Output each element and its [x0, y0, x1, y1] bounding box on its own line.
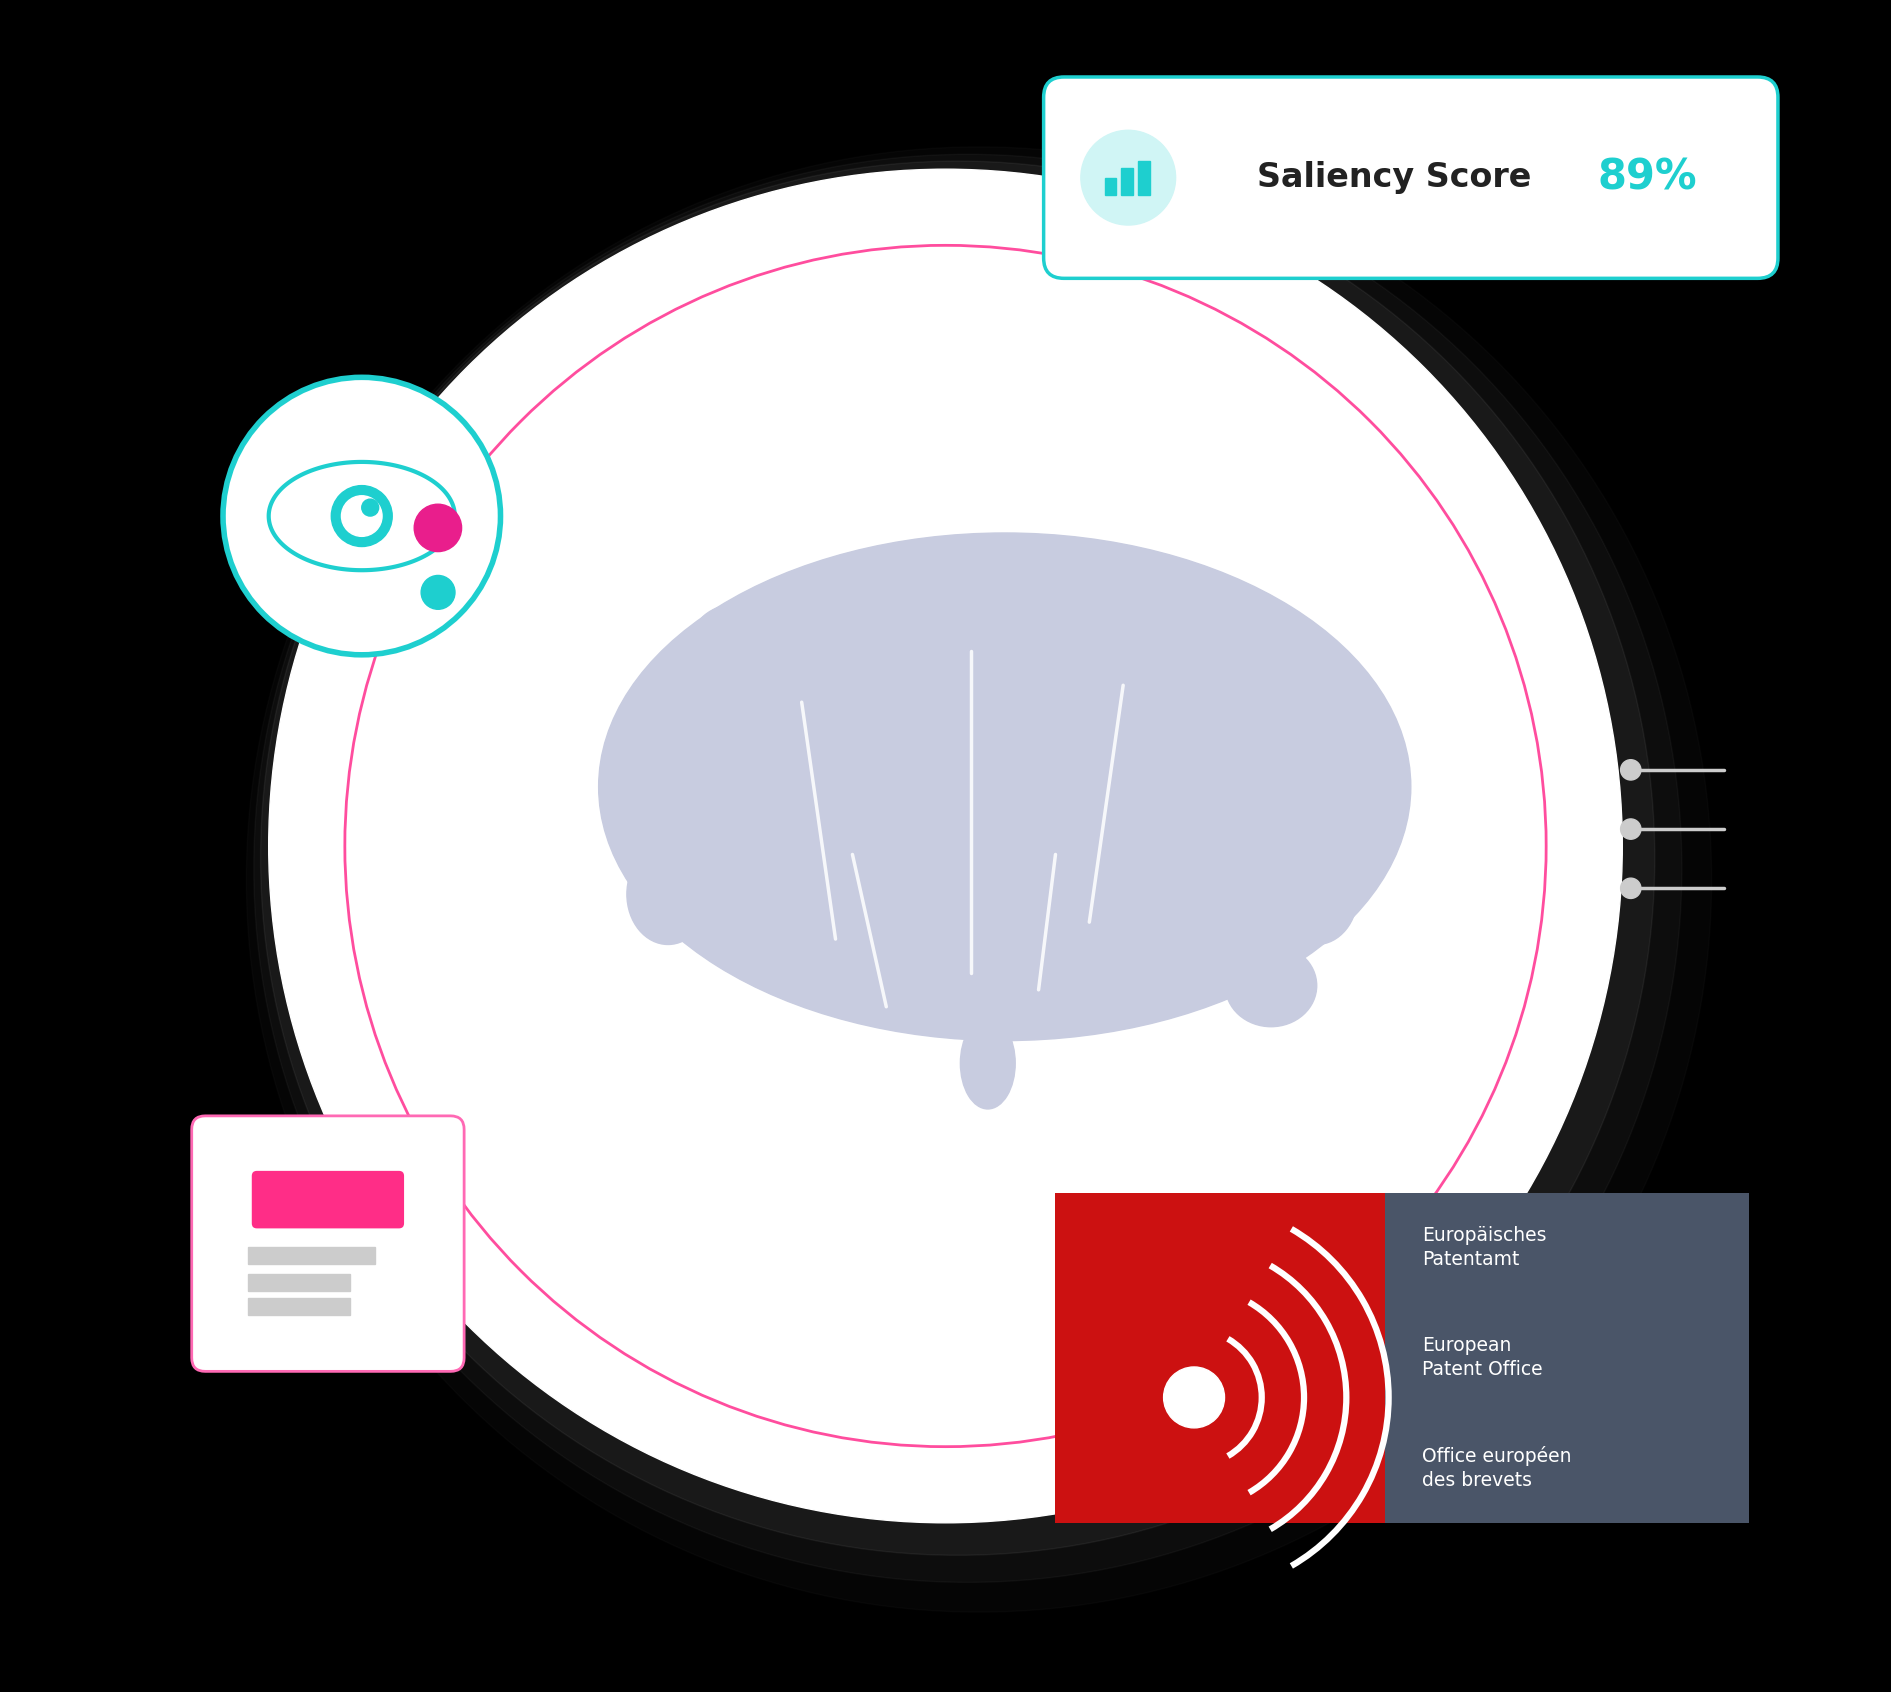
Circle shape [342, 496, 382, 536]
Bar [248, 1247, 374, 1264]
Bar [1121, 168, 1133, 195]
Ellipse shape [690, 604, 783, 682]
Circle shape [261, 161, 1655, 1555]
Ellipse shape [1080, 567, 1171, 645]
Circle shape [223, 377, 501, 655]
Circle shape [269, 169, 1622, 1523]
Bar [1138, 161, 1150, 195]
Ellipse shape [1225, 944, 1316, 1027]
Circle shape [414, 504, 461, 552]
Text: Europäisches
Patentamt: Europäisches Patentamt [1422, 1227, 1547, 1269]
Ellipse shape [1276, 844, 1358, 944]
Circle shape [1621, 760, 1641, 780]
FancyBboxPatch shape [191, 1117, 463, 1371]
Ellipse shape [635, 734, 719, 826]
FancyBboxPatch shape [1386, 1193, 1749, 1523]
Text: European
Patent Office: European Patent Office [1422, 1337, 1543, 1379]
Circle shape [1163, 1367, 1225, 1428]
Ellipse shape [1197, 606, 1280, 680]
Ellipse shape [809, 557, 910, 638]
Bar [248, 1298, 350, 1315]
Ellipse shape [961, 1017, 1015, 1108]
Ellipse shape [628, 844, 709, 944]
Ellipse shape [1267, 734, 1348, 826]
Ellipse shape [947, 547, 1048, 629]
Circle shape [253, 154, 1681, 1582]
FancyBboxPatch shape [1044, 76, 1778, 279]
Circle shape [1082, 130, 1176, 225]
Text: Office européen
des brevets: Office européen des brevets [1422, 1445, 1571, 1491]
Ellipse shape [599, 533, 1411, 1041]
Circle shape [361, 499, 378, 516]
Text: 89%: 89% [1598, 157, 1698, 198]
FancyBboxPatch shape [252, 1171, 405, 1228]
FancyBboxPatch shape [1055, 1193, 1386, 1523]
Text: Saliency Score: Saliency Score [1258, 161, 1532, 195]
Bar [1104, 178, 1116, 195]
Circle shape [1621, 819, 1641, 839]
Bar [248, 1274, 350, 1291]
Circle shape [1621, 878, 1641, 898]
Circle shape [422, 575, 456, 609]
Circle shape [331, 486, 391, 547]
